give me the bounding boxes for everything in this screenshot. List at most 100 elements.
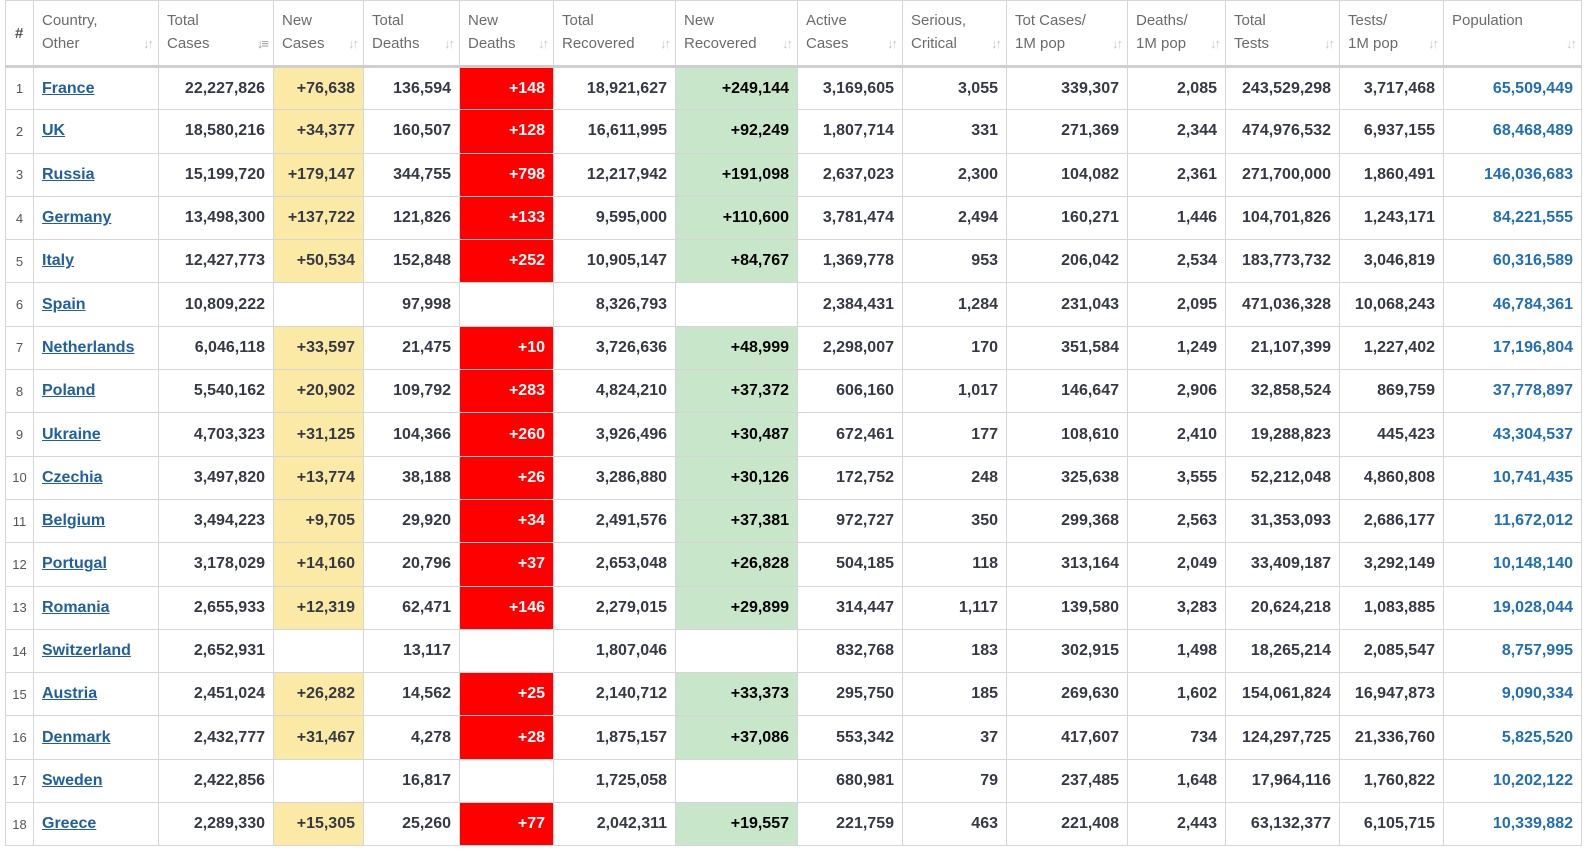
cell-new-deaths: +252 — [459, 239, 554, 284]
column-header-tests-per-1m[interactable]: Tests/1M pop ↓↑ — [1339, 0, 1444, 68]
column-header-population[interactable]: Population ↓↑ — [1443, 0, 1582, 68]
country-link[interactable]: Switzerland — [42, 642, 131, 659]
cell-rank: 9 — [5, 412, 34, 457]
column-header-new-recovered[interactable]: New Recovered ↓↑ — [675, 0, 798, 68]
cell-total-deaths: 29,920 — [363, 498, 460, 544]
cell-deaths-per-1m: 1,648 — [1127, 758, 1226, 804]
sort-icon[interactable]: ↓↑ — [1566, 36, 1577, 51]
cell-serious: 2,494 — [902, 195, 1007, 241]
country-link[interactable]: Belgium — [42, 512, 106, 530]
cell-total-recovered: 2,491,576 — [553, 498, 676, 544]
cell-population: 84,221,555 — [1443, 195, 1582, 241]
cell-tests-per-1m: 10,068,243 — [1339, 282, 1444, 327]
country-link[interactable]: Italy — [42, 252, 75, 270]
cell-population: 19,028,044 — [1443, 585, 1582, 630]
sort-icon[interactable]: ↓↑ — [1324, 36, 1335, 51]
cell-deaths-per-1m: 2,410 — [1127, 412, 1226, 457]
cell-new-deaths: +37 — [459, 542, 554, 587]
country-link[interactable]: UK — [42, 122, 66, 140]
cell-total-cases: 3,494,223 — [158, 498, 274, 544]
cell-total-deaths: 97,998 — [363, 282, 460, 327]
cell-tests-per-1m: 3,046,819 — [1339, 239, 1444, 284]
country-link[interactable]: Czechia — [42, 468, 103, 486]
table-row: 2 UK 18,580,216 +34,377 160,507 +128 16,611,99… — [5, 109, 1582, 154]
column-header-label: # — [15, 25, 24, 42]
country-cell: Portugal — [33, 542, 159, 587]
country-link[interactable]: Ukraine — [42, 425, 101, 443]
sort-icon[interactable]: ↓↑ — [444, 36, 455, 51]
cell-tests-per-1m: 21,336,760 — [1339, 715, 1444, 760]
cell-population: 146,036,683 — [1443, 152, 1582, 197]
cell-active-cases: 1,369,778 — [797, 239, 903, 284]
country-link[interactable]: Russia — [42, 165, 95, 183]
country-link[interactable]: Austria — [42, 685, 98, 703]
column-header-new-deaths[interactable]: New Deaths ↓↑ — [459, 0, 554, 68]
cell-total-tests: 63,132,377 — [1225, 802, 1340, 847]
column-header-label: 1M pop — [1015, 35, 1066, 52]
sort-desc-icon[interactable]: ↓≡ — [256, 36, 269, 51]
cell-tests-per-1m: 1,760,822 — [1339, 758, 1444, 804]
table-row: 16 Denmark 2,432,777 +31,467 4,278 +28 1,875,1… — [5, 715, 1582, 760]
cell-cases-per-1m: 299,368 — [1006, 498, 1128, 544]
sort-icon[interactable]: ↓↑ — [1210, 36, 1221, 51]
table-row: 9 Ukraine 4,703,323 +31,125 104,366 +260 3,926… — [5, 412, 1582, 457]
country-cell: Russia — [33, 152, 159, 197]
country-link[interactable]: Sweden — [42, 771, 103, 789]
cell-deaths-per-1m: 2,443 — [1127, 802, 1226, 847]
country-link[interactable]: Netherlands — [42, 338, 135, 356]
cell-new-recovered: +37,372 — [675, 369, 798, 414]
country-link[interactable]: Greece — [42, 815, 97, 833]
column-header-label: 1M pop — [1136, 35, 1187, 52]
cell-deaths-per-1m: 1,446 — [1127, 195, 1226, 241]
column-header-total-cases[interactable]: Total Cases ↓≡ — [158, 0, 274, 68]
sort-icon[interactable]: ↓↑ — [991, 36, 1002, 51]
cell-rank: 15 — [5, 672, 34, 717]
country-link[interactable]: Romania — [42, 598, 110, 616]
table-row: 17 Sweden 2,422,856 16,817 1,725,058 680,981 7… — [5, 758, 1582, 804]
country-link[interactable]: Poland — [42, 382, 96, 400]
column-header-total-recovered[interactable]: Total Recovered ↓↑ — [553, 0, 676, 68]
cell-serious: 350 — [902, 498, 1007, 544]
sort-icon[interactable]: ↓↑ — [887, 36, 898, 51]
column-header-label: 1M pop — [1348, 35, 1399, 52]
cell-new-cases: +13,774 — [273, 455, 364, 500]
column-header-country[interactable]: Country, Other ↓↑ — [33, 0, 159, 68]
sort-icon[interactable]: ↓↑ — [660, 36, 671, 51]
column-header-total-tests[interactable]: Total Tests ↓↑ — [1225, 0, 1340, 68]
sort-icon[interactable]: ↓↑ — [1428, 36, 1439, 51]
cell-new-recovered: +191,098 — [675, 152, 798, 197]
country-link[interactable]: France — [42, 79, 95, 97]
cell-cases-per-1m: 339,307 — [1006, 65, 1128, 111]
country-link[interactable]: Denmark — [42, 728, 111, 746]
sort-icon[interactable]: ↓↑ — [538, 36, 549, 51]
cell-new-cases — [273, 282, 364, 327]
cell-rank: 5 — [5, 239, 34, 284]
cell-total-recovered: 3,726,636 — [553, 325, 676, 371]
sort-icon[interactable]: ↓↑ — [782, 36, 793, 51]
cell-cases-per-1m: 108,610 — [1006, 412, 1128, 457]
cell-rank: 13 — [5, 585, 34, 630]
cell-tests-per-1m: 3,292,149 — [1339, 542, 1444, 587]
sort-icon[interactable]: ↓↑ — [143, 36, 154, 51]
country-link[interactable]: Germany — [42, 209, 112, 227]
cell-total-deaths: 4,278 — [363, 715, 460, 760]
column-header-active-cases[interactable]: Active Cases ↓↑ — [797, 0, 903, 68]
column-header-new-cases[interactable]: New Cases ↓↑ — [273, 0, 364, 68]
cell-new-cases: +33,597 — [273, 325, 364, 371]
country-link[interactable]: Spain — [42, 295, 86, 313]
column-header-cases-per-1m[interactable]: Tot Cases/1M pop ↓↑ — [1006, 0, 1128, 68]
cell-active-cases: 2,384,431 — [797, 282, 903, 327]
column-header-label: Tests/ — [1348, 12, 1388, 29]
sort-icon[interactable]: ↓↑ — [1112, 36, 1123, 51]
cell-active-cases: 3,169,605 — [797, 65, 903, 111]
column-header-total-deaths[interactable]: Total Deaths ↓↑ — [363, 0, 460, 68]
column-header-serious[interactable]: Serious, Critical ↓↑ — [902, 0, 1007, 68]
sort-icon[interactable]: ↓↑ — [348, 36, 359, 51]
cell-tests-per-1m: 2,085,547 — [1339, 628, 1444, 674]
column-header-deaths-per-1m[interactable]: Deaths/1M pop ↓↑ — [1127, 0, 1226, 68]
country-link[interactable]: Portugal — [42, 555, 107, 573]
cell-serious: 177 — [902, 412, 1007, 457]
cell-tests-per-1m: 6,105,715 — [1339, 802, 1444, 847]
cell-new-recovered: +37,381 — [675, 498, 798, 544]
cell-serious: 170 — [902, 325, 1007, 371]
